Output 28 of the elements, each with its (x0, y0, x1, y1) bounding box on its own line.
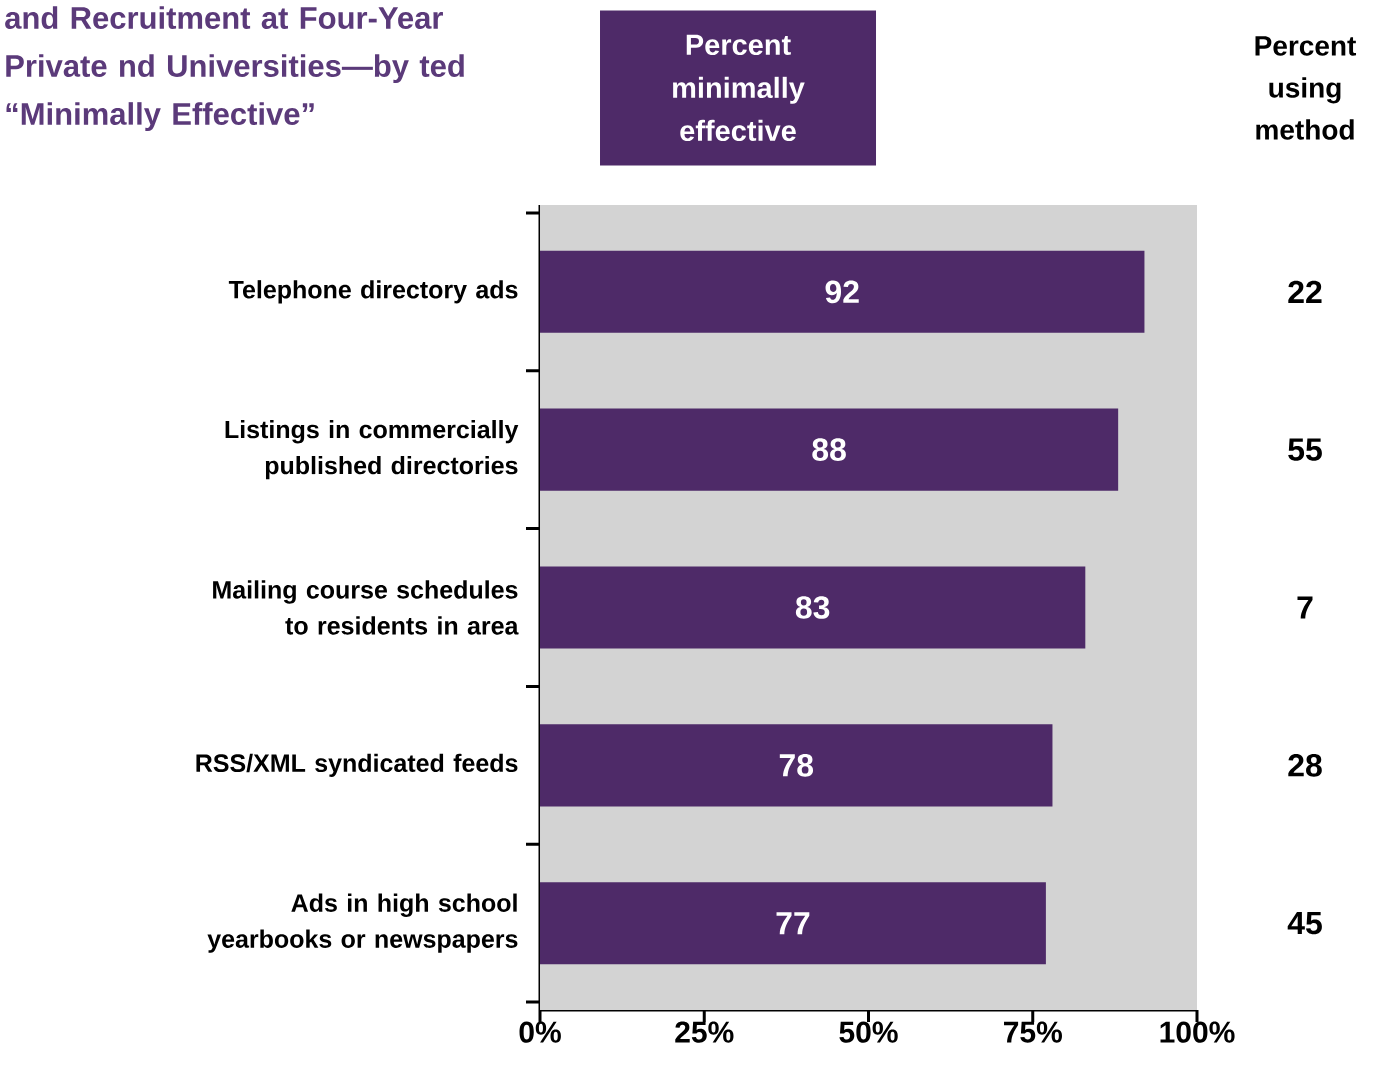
x-tick-label: 0% (519, 1021, 561, 1043)
x-tick-label: 75% (1004, 1021, 1062, 1043)
text: 22 (1288, 280, 1322, 303)
text: 55 (1288, 438, 1322, 461)
y-tick-label: Ads in high school yearbooks or newspapers (207, 893, 518, 953)
x-tick-label: 25% (675, 1021, 734, 1043)
y-tick-label: Telephone directory ads (228, 280, 518, 304)
y-tick-label: RSS/XML syndicated feeds (196, 753, 518, 777)
text: Percent minimally effective (673, 34, 805, 142)
text: 28 (1288, 754, 1322, 777)
y-tick-label: Mailing course schedules to residents in area (213, 580, 519, 635)
y-tick-label: Listings in commercially published directories (225, 420, 519, 480)
data-label: 92 (825, 280, 859, 304)
text: 7 (1297, 596, 1313, 619)
text: 45 (1287, 912, 1322, 935)
x-tick-label: 100% (1160, 1021, 1235, 1043)
bar (540, 250, 1145, 333)
data-label: 78 (779, 754, 814, 777)
data-label: 88 (812, 438, 846, 461)
text: Percent using method (1255, 36, 1357, 140)
x-tick-label: 50% (839, 1021, 898, 1043)
bar (540, 882, 1046, 965)
bar (540, 724, 1053, 807)
text: and Recruitment at Four-Year Private nd Universities—by ted “Minimally Effective” (5, 6, 464, 132)
data-label: 83 (795, 596, 830, 619)
bar (540, 566, 1086, 649)
bar (540, 408, 1119, 491)
data-label: 77 (776, 912, 810, 935)
